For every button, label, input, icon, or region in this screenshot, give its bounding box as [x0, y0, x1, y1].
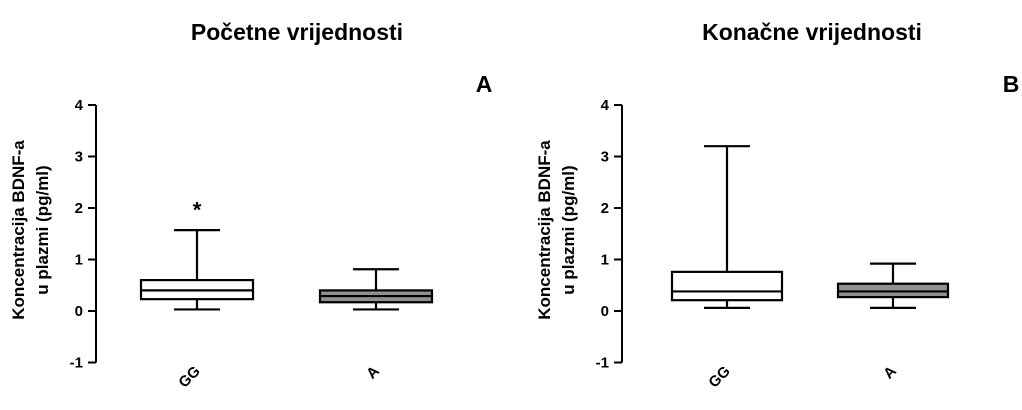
panel-letter: B: [1003, 71, 1020, 97]
y-axis-label: u plazmi (pg/ml): [33, 165, 52, 294]
panel-letter: A: [476, 71, 493, 97]
x-category-label: A: [363, 363, 383, 383]
x-category-label: GG: [705, 363, 734, 392]
y-tick-label: 0: [75, 303, 83, 320]
y-tick-label: 2: [601, 200, 609, 217]
y-tick-label: -1: [596, 355, 609, 372]
y-tick-label: 3: [601, 149, 609, 166]
y-tick-label: -1: [70, 355, 83, 372]
chart-title: Početne vrijednosti: [191, 19, 403, 45]
y-tick-label: 4: [75, 97, 84, 114]
y-tick-label: 3: [75, 149, 83, 166]
x-category-label: GG: [175, 363, 204, 392]
y-tick-label: 1: [601, 252, 609, 269]
box-gg: [670, 270, 784, 302]
y-tick-label: 4: [601, 97, 610, 114]
y-axis-label: u plazmi (pg/ml): [559, 165, 578, 294]
chart-title: Konačne vrijednosti: [702, 19, 922, 45]
x-category-label: A: [880, 363, 900, 383]
y-tick-label: 1: [75, 252, 83, 269]
y-tick-label: 0: [601, 303, 609, 320]
y-tick-label: 2: [75, 200, 83, 217]
significance-asterisk: *: [193, 197, 202, 222]
y-axis-label: Koncentracija BDNF-a: [535, 140, 554, 320]
y-axis-label: Koncentracija BDNF-a: [9, 140, 28, 320]
